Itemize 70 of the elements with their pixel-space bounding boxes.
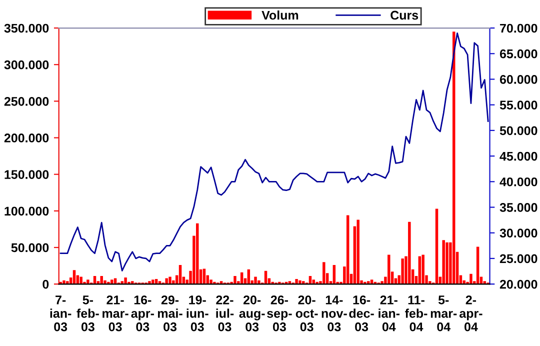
x-tick-label: 11- feb- 04 <box>405 296 428 332</box>
y-tick-label: 0 <box>42 280 49 289</box>
y2-tick-label: 50.000 <box>500 126 538 136</box>
bar <box>446 242 448 284</box>
bar <box>470 274 472 284</box>
bar <box>254 276 257 284</box>
y-tick-label: 200.000 <box>4 134 49 142</box>
bar <box>234 276 236 284</box>
bar <box>295 278 298 284</box>
bar <box>66 281 69 284</box>
legend-label: Curs <box>390 10 418 20</box>
x-tick-label: 26- sep- 03 <box>267 296 292 332</box>
bar <box>346 215 350 284</box>
x-tick-label: 2- apr- 04 <box>460 296 482 332</box>
bar <box>435 208 438 284</box>
x-tick-label: 22- iul- 03 <box>216 296 234 332</box>
y-tick-label: 350.000 <box>4 24 49 33</box>
y2-tick-label: 45.000 <box>500 152 538 161</box>
x-tick-label: 16- dec- 03 <box>349 296 374 332</box>
bar <box>165 278 168 284</box>
x-tick-label: 7- ian- 03 <box>50 296 72 332</box>
y2-tick-label: 70.000 <box>500 24 538 33</box>
bar <box>86 280 90 284</box>
y-tick-label: 150.000 <box>4 170 49 179</box>
y2-tick-label: 40.000 <box>500 177 538 186</box>
y-tick-label: 50.000 <box>11 243 49 252</box>
bar <box>148 281 151 284</box>
x-tick-label: 19- iun- 03 <box>186 296 208 332</box>
y2-tick-label: 35.000 <box>500 203 538 212</box>
x-tick-label: 5- feb- 03 <box>76 296 99 332</box>
y-tick-label: 300.000 <box>4 60 49 70</box>
x-tick-label: 5- mar- 04 <box>430 296 457 332</box>
x-tick-label: 29- mai- 03 <box>158 296 182 332</box>
bar <box>401 258 404 284</box>
y2-tick-label: 25.000 <box>500 254 538 264</box>
bar <box>388 254 390 284</box>
y-tick-label: 250.000 <box>4 96 49 106</box>
bar <box>258 280 260 284</box>
bar <box>302 281 305 284</box>
x-tick-label: 21- ian- 04 <box>378 296 400 332</box>
bar <box>62 280 66 284</box>
y2-tick-label: 55.000 <box>500 100 538 110</box>
x-tick-label: 14- nov- 03 <box>322 296 347 332</box>
y-tick-label: 100.000 <box>4 206 49 216</box>
bar <box>210 280 212 284</box>
y2-tick-label: 65.000 <box>500 49 538 58</box>
bar <box>100 276 103 284</box>
x-tick-label: 20- oct- 03 <box>296 296 318 332</box>
x-tick-label: 21- mar- 03 <box>102 296 128 332</box>
line-series <box>60 32 489 272</box>
bar <box>298 280 302 284</box>
bar <box>322 262 326 284</box>
bar <box>356 220 360 284</box>
bar <box>104 280 106 284</box>
bar <box>422 254 424 284</box>
x-tick-label: 16- apr- 03 <box>131 296 154 332</box>
bar <box>152 280 154 284</box>
bar <box>196 223 199 284</box>
x-tick-label: 20- aug- 03 <box>239 296 265 332</box>
bar <box>168 276 172 284</box>
bar <box>380 281 384 284</box>
bar <box>124 277 127 284</box>
y2-tick-label: 30.000 <box>500 228 538 238</box>
bar <box>408 222 411 284</box>
y2-tick-label: 20.000 <box>500 280 538 289</box>
bar <box>131 281 134 284</box>
bar <box>442 240 445 284</box>
bar <box>80 276 82 284</box>
y2-tick-label: 60.000 <box>500 75 538 84</box>
legend-label: Volum <box>262 10 298 20</box>
